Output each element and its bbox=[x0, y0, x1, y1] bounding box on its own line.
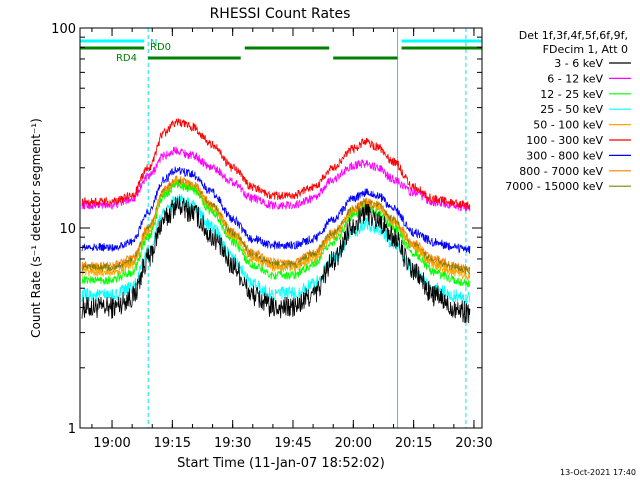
x-tick-label-5: 20:15 bbox=[395, 436, 432, 451]
legend-label-1: 6 - 12 keV bbox=[547, 72, 603, 85]
x-tick-label-2: 19:30 bbox=[214, 436, 251, 451]
ticks-layer: 19:00 19:15 19:30 19:45 20:00 20:15 20:30 1 10 10… bbox=[51, 22, 493, 451]
legend: Det 1f,3f,4f,5f,6f,9f,FDecim 1, Att 03 -… bbox=[505, 29, 631, 193]
legend-label-0: 3 - 6 keV bbox=[554, 57, 603, 70]
legend-header-line-0: Det 1f,3f,4f,5f,6f,9f, bbox=[519, 29, 628, 42]
legend-label-8: 7000 - 15000 keV bbox=[505, 180, 603, 193]
series-line-2 bbox=[81, 181, 471, 288]
series-layer bbox=[81, 118, 471, 324]
y-tick-label-1: 10 bbox=[59, 222, 76, 237]
legend-label-3: 25 - 50 keV bbox=[540, 103, 603, 116]
y-tick-label-2: 100 bbox=[51, 22, 76, 37]
timestamp: 13-Oct-2021 17:40 bbox=[560, 468, 636, 477]
chart-title: RHESSI Count Rates bbox=[210, 6, 351, 22]
rd4-label: RD4 bbox=[116, 53, 137, 64]
series-line-6 bbox=[81, 166, 471, 254]
legend-label-2: 12 - 25 keV bbox=[540, 88, 603, 101]
x-tick-label-6: 20:30 bbox=[455, 436, 492, 451]
series-line-5 bbox=[81, 118, 471, 210]
x-tick-label-1: 19:15 bbox=[154, 436, 191, 451]
n-label: N bbox=[150, 38, 157, 49]
legend-label-6: 300 - 800 keV bbox=[526, 149, 603, 162]
legend-label-4: 50 - 100 keV bbox=[533, 119, 603, 132]
x-axis-label: Start Time (11-Jan-07 18:52:02) bbox=[177, 456, 385, 471]
y-tick-label-0: 1 bbox=[68, 422, 76, 437]
x-tick-label-0: 19:00 bbox=[93, 436, 130, 451]
series-line-1 bbox=[81, 146, 471, 212]
series-line-0 bbox=[81, 196, 471, 324]
rd0-label: RD0 bbox=[150, 42, 171, 53]
x-tick-label-3: 19:45 bbox=[274, 436, 311, 451]
legend-label-5: 100 - 300 keV bbox=[526, 134, 603, 147]
x-tick-label-4: 20:00 bbox=[335, 436, 372, 451]
legend-label-7: 800 - 7000 keV bbox=[519, 165, 603, 178]
legend-header-line-1: FDecim 1, Att 0 bbox=[543, 43, 628, 56]
y-axis-label: Count Rate (s⁻¹ detector segment⁻¹) bbox=[29, 118, 43, 338]
